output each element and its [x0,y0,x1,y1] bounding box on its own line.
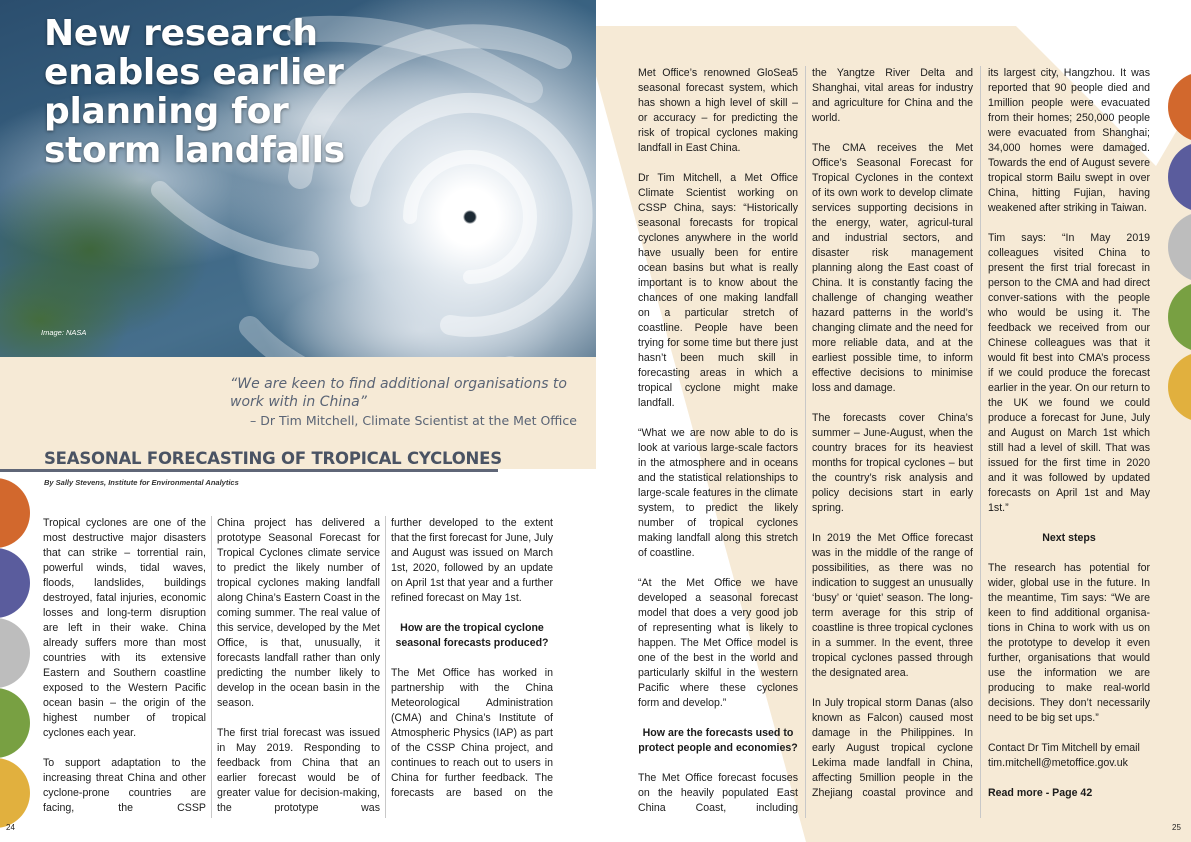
byline: By Sally Stevens, Institute for Environm… [44,478,239,487]
paragraph: In 2019 the Met Office forecast was in t… [812,532,973,679]
paragraph: Tropical cyclones are one of the most de… [43,517,206,739]
subheading: How are the tropical cyclone seasonal fo… [395,622,549,649]
article-column-1: Tropical cyclones are one of the most de… [43,516,206,819]
paragraph: Tim says: “In May 2019 colleagues visite… [988,232,1150,514]
section-tab-grey [0,618,30,688]
section-tab-gold [1168,352,1191,422]
section-tab-orange [0,478,30,548]
paragraph: “At the Met Office we have developed a s… [638,577,798,709]
article-column-4: Met Office’s renowned GloSea5 seasonal f… [638,66,798,819]
paragraph: The Met Office has worked in partnership… [391,667,553,799]
pull-quote: “We are keen to find additional organisa… [230,375,590,428]
subheading: Next steps [1042,532,1096,544]
paragraph: The Met Office forecast focuses on the h… [638,772,798,814]
paragraph: Dr Tim Mitchell, a Met Office Climate Sc… [638,172,798,409]
article-column-2: China project has delivered a prototype … [217,516,380,819]
article-column-6: its largest city, Hangzhou. It was repor… [988,66,1150,819]
article-column-3: further developed to the extent that the… [391,516,553,819]
right-page-diagonal-overlay [596,26,1191,842]
section-tab-orange [1168,72,1191,142]
section-tab-indigo [1168,142,1191,212]
quote-band-background [0,357,596,469]
contact-paragraph: Contact Dr Tim Mitchell by email tim.mit… [988,742,1140,769]
hero-image: New research enables earlier planning fo… [0,0,596,357]
hero-title: New research enables earlier planning fo… [44,13,345,171]
column-divider [980,66,981,818]
pull-quote-text: “We are keen to find additional organisa… [230,376,567,410]
paragraph: its largest city, Hangzhou. It was repor… [988,67,1150,214]
paragraph: the Yangtze River Delta and Shanghai, vi… [812,67,973,124]
column-divider [805,66,806,818]
article-column-5: the Yangtze River Delta and Shanghai, vi… [812,66,973,819]
paragraph: The first trial forecast was issued in M… [217,727,380,814]
subheading: How are the forecasts used to protect pe… [638,727,798,754]
section-tab-green [0,688,30,758]
paragraph: “What we are now able to do is look at v… [638,427,798,559]
section-tab-green [1168,282,1191,352]
image-credit: Image: NASA [41,328,87,337]
paragraph: To support adaptation to the increasing … [43,757,206,814]
cyclone-swirl-graphic [151,15,593,357]
page-number-right: 25 [1172,823,1181,832]
section-heading: SEASONAL FORECASTING OF TROPICAL CYCLONE… [44,449,502,468]
column-divider [385,516,386,818]
paragraph: Met Office’s renowned GloSea5 seasonal f… [638,67,798,154]
paragraph: The CMA receives the Met Office’s Season… [812,142,973,394]
column-divider [211,516,212,818]
paragraph: further developed to the extent that the… [391,517,553,604]
section-tab-grey [1168,212,1191,282]
paragraph: The forecasts cover China’s summer – Jun… [812,412,973,514]
paragraph: In July tropical storm Danas (also known… [812,697,973,799]
paragraph: China project has delivered a prototype … [217,517,380,709]
paragraph: The research has potential for wider, gl… [988,562,1150,724]
heading-underline [0,469,498,472]
page-number-left: 24 [6,823,15,832]
read-more-link[interactable]: Read more - Page 42 [988,787,1093,799]
section-tab-indigo [0,548,30,618]
pull-quote-attribution: – Dr Tim Mitchell, Climate Scientist at … [250,413,577,428]
section-tab-gold [0,758,30,828]
